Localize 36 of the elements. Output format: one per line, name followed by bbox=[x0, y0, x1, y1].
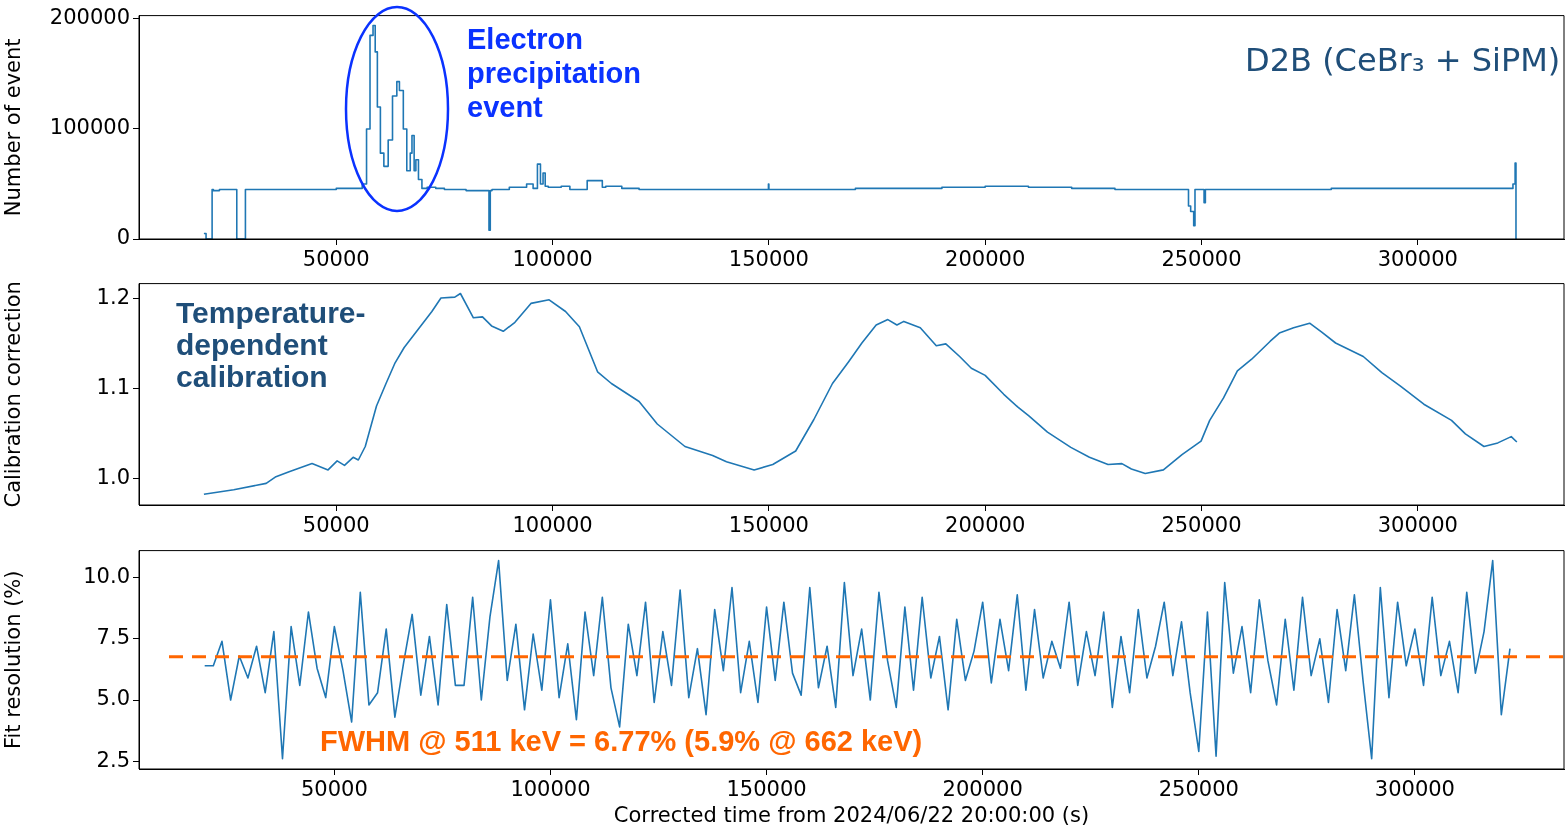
x-tick-label: 100000 bbox=[512, 513, 593, 538]
y-tick-label: 100000 bbox=[49, 115, 130, 140]
x-tick-label: 50000 bbox=[302, 247, 370, 272]
x-tick-label: 200000 bbox=[942, 777, 1023, 802]
x-tick-label: 100000 bbox=[512, 247, 593, 272]
y-tick-label: 5.0 bbox=[96, 686, 130, 711]
x-tick-label: 250000 bbox=[1161, 247, 1242, 272]
annotation: D2B (CeBr₃ + SiPM) bbox=[1245, 40, 1562, 80]
annotation: Temperature-dependent calibration bbox=[176, 296, 367, 393]
x-tick-label: 150000 bbox=[728, 513, 809, 538]
x-tick-label: 300000 bbox=[1377, 247, 1458, 272]
x-tick-label: 50000 bbox=[300, 777, 368, 802]
y-axis-title: Calibration correction bbox=[1, 281, 26, 508]
y-tick-label: 10.0 bbox=[83, 564, 130, 589]
x-tick-label: 150000 bbox=[726, 777, 807, 802]
y-tick-label: 7.5 bbox=[96, 625, 130, 650]
x-tick-label: 100000 bbox=[510, 777, 591, 802]
annotation: FWHM @ 511 keV = 6.77% (5.9% @ 662 keV) bbox=[320, 724, 924, 758]
x-tick-label: 150000 bbox=[728, 247, 809, 272]
annotation: Electron precipitation event bbox=[467, 22, 642, 124]
y-tick-label: 0 bbox=[116, 225, 130, 250]
y-axis-title: Number of event bbox=[1, 38, 26, 217]
x-tick-label: 250000 bbox=[1161, 513, 1242, 538]
x-tick-label: 50000 bbox=[302, 513, 370, 538]
y-tick-label: 200000 bbox=[49, 5, 130, 30]
x-tick-label: 200000 bbox=[945, 247, 1026, 272]
x-axis-title: Corrected time from 2024/06/22 20:00:00 (s) bbox=[613, 802, 1090, 827]
x-tick-label: 300000 bbox=[1377, 513, 1458, 538]
x-tick-label: 200000 bbox=[945, 513, 1026, 538]
y-axis-title: Fit resolution (%) bbox=[1, 570, 26, 750]
y-tick-label: 1.2 bbox=[96, 285, 130, 310]
y-tick-label: 1.1 bbox=[96, 375, 130, 400]
y-tick-label: 2.5 bbox=[96, 747, 130, 772]
x-tick-label: 300000 bbox=[1374, 777, 1455, 802]
x-tick-label: 250000 bbox=[1158, 777, 1239, 802]
y-tick-label: 1.0 bbox=[96, 465, 130, 490]
